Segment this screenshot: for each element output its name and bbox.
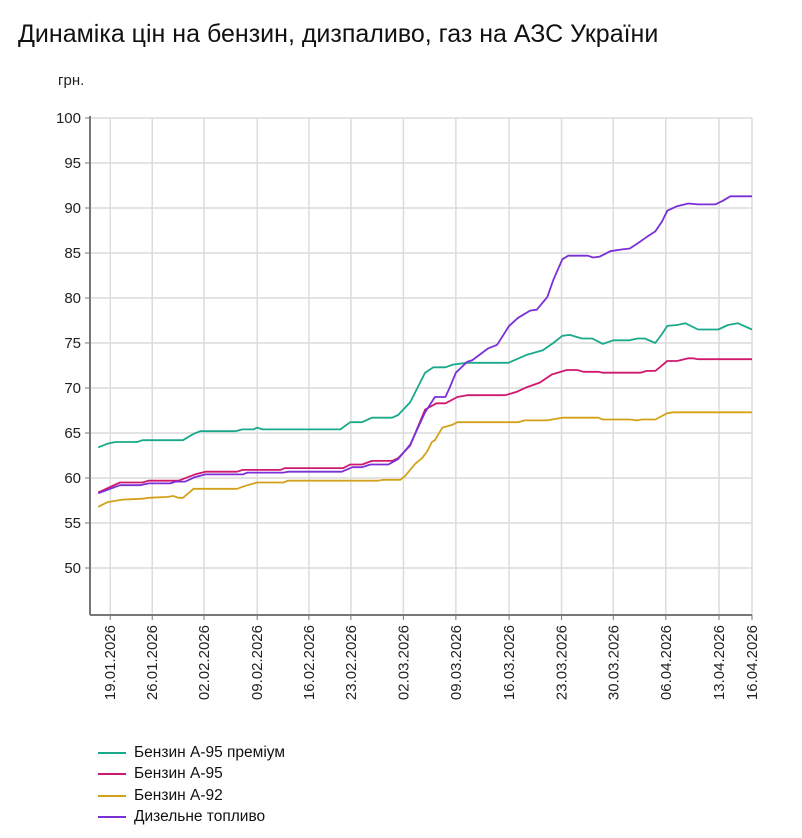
legend-item-a95[interactable]: Бензин А-95 [98, 764, 285, 786]
legend-swatch [98, 816, 126, 819]
x-tick-label: 26.01.2026 [144, 625, 161, 700]
y-tick-label: 75 [64, 335, 81, 352]
x-tick-label: 13.04.2026 [711, 625, 728, 700]
y-tick-label: 50 [64, 560, 81, 577]
series-line-a95-premium [97, 322, 753, 449]
series-line-a92 [97, 411, 752, 508]
y-tick-label: 100 [56, 110, 81, 127]
y-tick-label: 55 [64, 515, 81, 532]
legend: Бензин А-95 преміум Бензин А-95 Бензин А-9… [98, 742, 285, 828]
y-tick-label: 90 [64, 200, 81, 217]
x-tick-label: 02.03.2026 [395, 625, 412, 700]
legend-label: Дизельне топливо [134, 808, 266, 826]
x-tick-label: 23.02.2026 [343, 625, 360, 700]
legend-item-a95-premium[interactable]: Бензин А-95 преміум [98, 742, 285, 764]
x-tick-label: 16.04.2026 [744, 625, 761, 700]
legend-swatch [98, 751, 126, 754]
y-tick-label: 65 [64, 425, 81, 442]
legend-swatch [98, 773, 126, 776]
x-tick-label: 09.03.2026 [448, 625, 465, 700]
x-tick-label: 23.03.2026 [554, 625, 571, 700]
x-tick-label: 06.04.2026 [658, 625, 675, 700]
legend-swatch [98, 794, 126, 797]
y-tick-label: 60 [64, 470, 81, 487]
x-tick-label: 30.03.2026 [605, 625, 622, 700]
series-line-diesel [97, 195, 752, 495]
legend-label: Бензин А-95 [134, 765, 223, 783]
x-tick-label: 09.02.2026 [249, 625, 266, 700]
x-tick-label: 02.02.2026 [196, 625, 213, 700]
legend-label: Бензин А-92 [134, 786, 223, 804]
y-tick-label: 70 [64, 380, 81, 397]
legend-item-a92[interactable]: Бензин А-92 [98, 785, 285, 807]
legend-label: Бензин А-95 преміум [134, 743, 285, 761]
y-tick-label: 85 [64, 245, 81, 262]
x-tick-label: 19.01.2026 [102, 625, 119, 700]
y-tick-label: 80 [64, 290, 81, 307]
legend-item-diesel[interactable]: Дизельне топливо [98, 807, 285, 829]
x-tick-label: 16.02.2026 [301, 625, 318, 700]
y-tick-label: 95 [64, 155, 81, 172]
chart-title: Динаміка цін на бензин, дизпаливо, газ н… [18, 20, 659, 48]
series-line-a95 [97, 357, 752, 494]
x-tick-label: 16.03.2026 [501, 625, 518, 700]
y-axis-label: грн. [58, 72, 85, 89]
